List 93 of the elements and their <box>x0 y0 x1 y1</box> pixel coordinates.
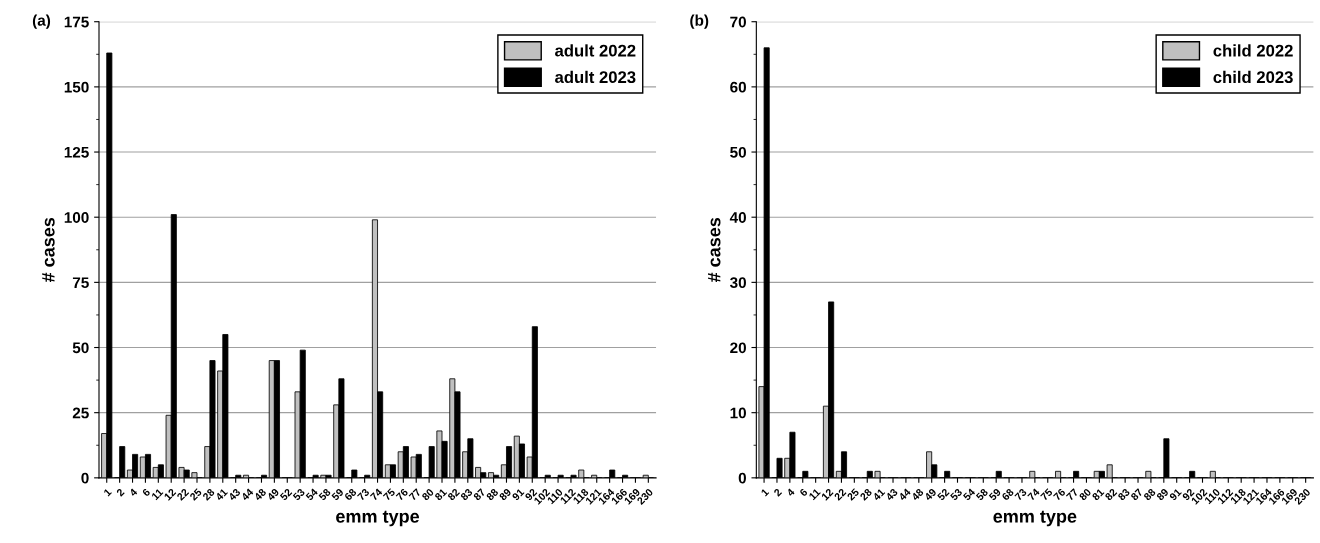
x-tick-label: 12 <box>821 488 834 501</box>
x-tick-label: 68 <box>1001 487 1015 501</box>
y-tick-label: 70 <box>730 16 746 28</box>
text: (b) <box>690 14 709 29</box>
x-tick-label: 44 <box>240 487 254 501</box>
x-tick-label: 80 <box>421 488 435 501</box>
x-tick-label: 28 <box>859 487 873 501</box>
x-tick-label: 81 <box>1091 487 1105 501</box>
x-tick-label: 52 <box>936 488 950 501</box>
x-tick-label: 68 <box>344 487 357 501</box>
x-tick-label: 112 <box>1217 488 1234 505</box>
legend-label: child 2022 <box>1213 44 1293 57</box>
y-tick-label: 50 <box>72 342 89 354</box>
x-tick-label: 28 <box>202 487 216 501</box>
x-tick-label: 81 <box>434 487 448 501</box>
y-tick-label: 50 <box>730 146 746 158</box>
x-tick-label: 2 <box>115 488 125 497</box>
legend-label: child 2023 <box>1213 70 1293 84</box>
x-tick-label: 83 <box>460 488 473 501</box>
y-tick-label: 0 <box>81 472 89 484</box>
x-tick-label: 48 <box>253 487 267 502</box>
x-tick-label: 73 <box>356 488 370 501</box>
x-tick-label: 74 <box>369 487 383 501</box>
x-tick-label: 52 <box>279 488 293 501</box>
x-tick-label: 6 <box>141 488 151 497</box>
x-tick-label: 43 <box>227 488 241 502</box>
x-tick-label: 22 <box>176 488 190 501</box>
y-tick-label: 175 <box>64 16 89 28</box>
x-tick-label: 2 <box>773 488 783 497</box>
x-tick-label: 88 <box>1143 487 1157 501</box>
x-tick-label: 49 <box>923 488 937 502</box>
y-tick-label: 40 <box>729 212 746 223</box>
x-tick-label: 53 <box>292 488 306 501</box>
y-axis-title: # cases <box>42 217 55 283</box>
x-tick-label: 89 <box>1156 488 1169 501</box>
x-tick-label: 43 <box>885 488 899 502</box>
x-tick-label: 49 <box>266 488 280 502</box>
x-tick-label: 25 <box>189 487 203 501</box>
x-tick-label: 91 <box>1168 487 1182 501</box>
y-tick-label: 25 <box>72 407 89 419</box>
x-tick-label: 53 <box>949 488 963 501</box>
x-tick-label: 87 <box>472 488 486 501</box>
x-tick-label: 74 <box>1027 487 1041 501</box>
x-tick-label: 4 <box>128 487 138 497</box>
x-tick-label: 76 <box>1052 488 1066 501</box>
x-tick-label: 77 <box>1065 488 1079 501</box>
y-tick-label: 60 <box>730 81 746 93</box>
x-tick-label: 11 <box>151 488 164 501</box>
x-tick-label: 59 <box>331 488 344 501</box>
x-tick-label: 4 <box>786 487 796 497</box>
x-tick-label: 48 <box>910 487 924 502</box>
y-tick-label: 100 <box>64 212 89 223</box>
y-tick-label: 75 <box>72 277 89 289</box>
x-tick-label: 88 <box>485 487 499 501</box>
x-tick-label: 25 <box>846 487 860 501</box>
y-tick-label: 30 <box>729 277 746 289</box>
y-tick-label: 0 <box>738 472 746 484</box>
x-tick-label: 75 <box>382 488 396 501</box>
x-tick-label: 41 <box>872 488 886 501</box>
x-tick-label: 1 <box>760 488 770 497</box>
x-tick-label: 77 <box>408 488 422 501</box>
y-tick-label: 10 <box>730 407 746 419</box>
legend-label: adult 2022 <box>555 44 636 57</box>
x-tick-label: 1 <box>103 488 112 497</box>
x-tick-label: 80 <box>1078 488 1092 501</box>
x-tick-label: 6 <box>799 488 808 497</box>
legend-label: adult 2023 <box>555 70 636 84</box>
text: (a) <box>32 14 51 29</box>
x-tick-label: 73 <box>1014 488 1028 501</box>
x-tick-label: 12 <box>163 488 177 501</box>
y-tick-label: 125 <box>64 146 89 158</box>
y-tick-label: 20 <box>730 342 746 354</box>
x-tick-label: 11 <box>808 488 821 501</box>
y-axis-title: # cases <box>708 217 721 283</box>
x-tick-label: 82 <box>1104 488 1118 501</box>
x-tick-label: 22 <box>833 488 847 501</box>
x-tick-label: 41 <box>214 488 228 501</box>
x-tick-label: 54 <box>305 487 319 501</box>
x-tick-label: 75 <box>1040 488 1053 501</box>
x-tick-label: 58 <box>975 487 989 501</box>
x-tick-label: 76 <box>395 488 409 501</box>
x-tick-label: 54 <box>962 487 976 501</box>
x-tick-label: 44 <box>898 487 912 501</box>
x-tick-label: 59 <box>988 488 1002 501</box>
x-tick-label: 89 <box>498 488 512 501</box>
x-tick-label: 83 <box>1117 488 1131 501</box>
x-axis-title: emm type <box>993 510 1077 527</box>
x-tick-label: 82 <box>447 488 461 501</box>
y-tick-label: 150 <box>64 81 89 93</box>
x-tick-label: 91 <box>511 487 525 501</box>
x-axis-title: emm type <box>336 510 420 527</box>
x-tick-label: 87 <box>1130 488 1144 501</box>
x-tick-label: 58 <box>318 487 332 501</box>
